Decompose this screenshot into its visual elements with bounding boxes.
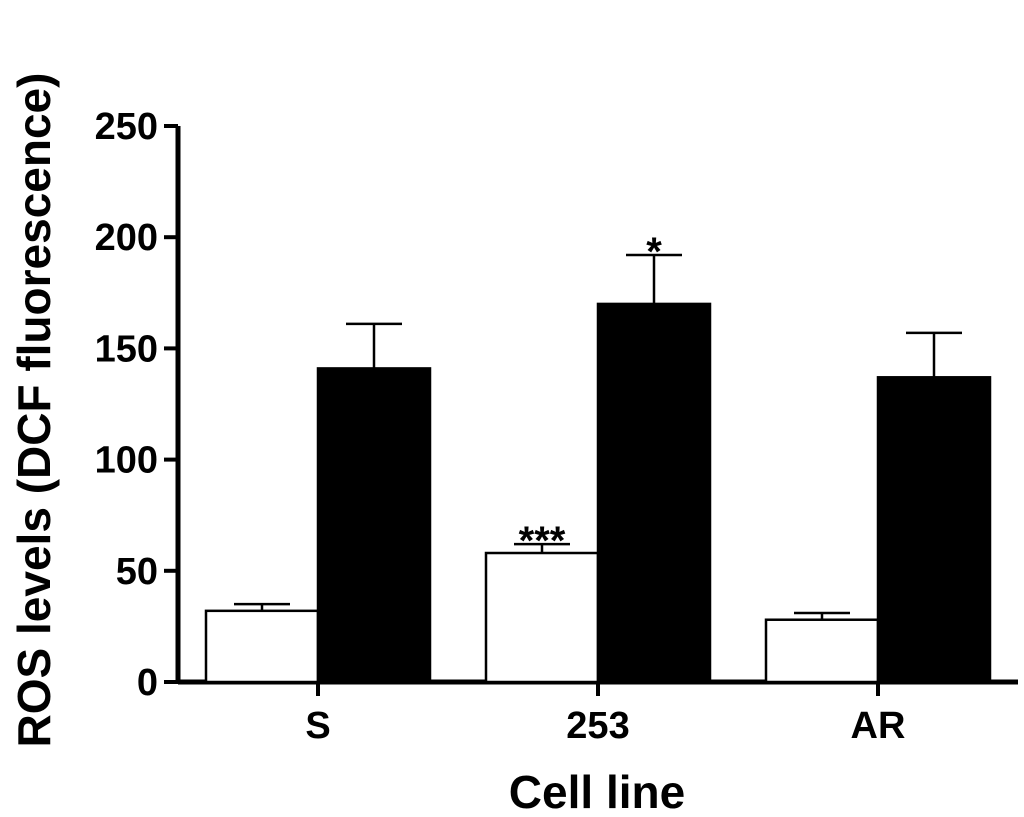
y-axis-title: ROS levels (DCF fluorescence) (8, 73, 60, 748)
x-axis-title: Cell line (509, 766, 685, 817)
y-tick-label: 0 (137, 662, 158, 704)
x-tick-label: 253 (566, 705, 629, 747)
x-tick-label: AR (851, 705, 906, 747)
bar-AR-series-1 (764, 618, 880, 684)
y-axis: 0 50 100 150 200 250 (95, 106, 181, 704)
x-tick-label: S (305, 705, 330, 747)
bar-S-series-1 (204, 609, 320, 684)
bar-AR-series-2 (876, 376, 992, 684)
bar-253-series-2 (596, 302, 712, 684)
y-tick-label: 200 (95, 217, 158, 259)
y-tick-label: 150 (95, 328, 158, 370)
y-tick-label: 250 (95, 106, 158, 148)
y-tick-label: 100 (95, 440, 158, 482)
y-tick-label: 50 (116, 551, 158, 593)
significance-annotation: * (646, 230, 662, 274)
bars (204, 302, 992, 684)
error-bars (234, 253, 962, 620)
bar-253-series-1 (484, 551, 600, 684)
bar-S-series-2 (316, 367, 432, 684)
annotations: **** (519, 230, 663, 563)
x-axis: S 253 AR (178, 679, 1018, 747)
significance-annotation: *** (519, 519, 566, 563)
